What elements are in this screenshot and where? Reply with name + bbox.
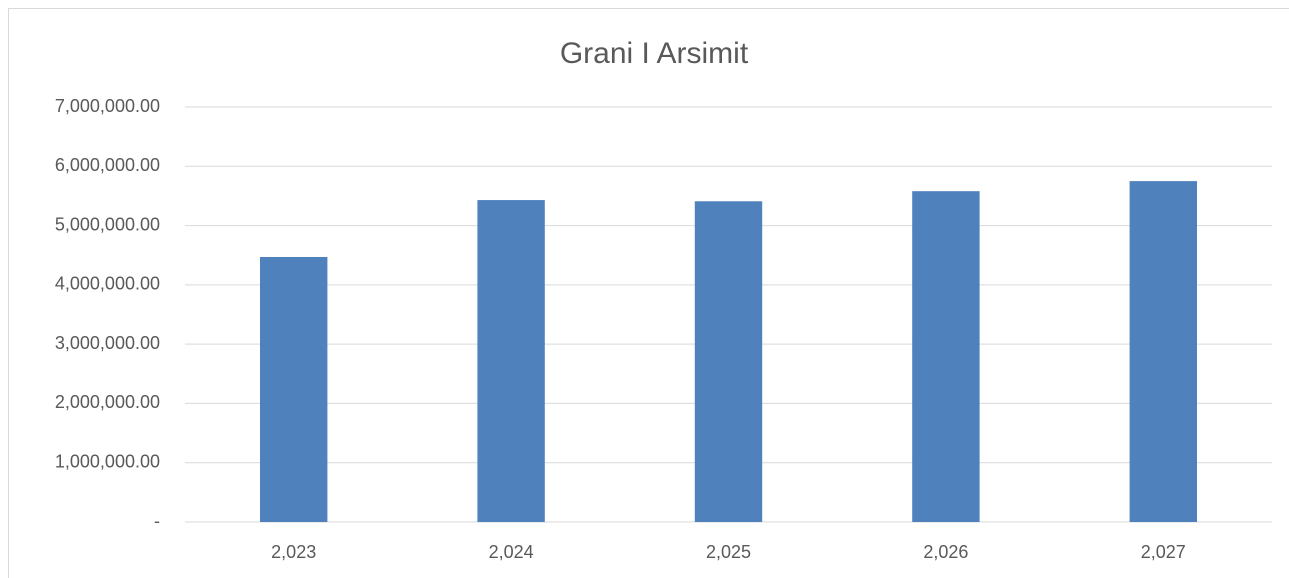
bar [260,256,328,522]
y-tick-label: 6,000,000.00 [55,155,160,175]
bar [1129,181,1197,522]
chart-frame [8,8,1289,578]
bar [477,200,545,523]
chart-title: Grani I Arsimit [560,37,749,70]
y-tick-label: 3,000,000.00 [55,333,160,353]
x-tick-label: 2,025 [706,542,751,562]
y-tick-label: 4,000,000.00 [55,274,160,294]
y-tick-label: 1,000,000.00 [55,451,160,471]
y-tick-label: 7,000,000.00 [55,96,160,116]
x-tick-label: 2,023 [271,542,316,562]
y-tick-label: - [154,511,160,531]
x-tick-label: 2,024 [489,542,534,562]
y-tick-label: 2,000,000.00 [55,392,160,412]
x-tick-label: 2,026 [923,542,968,562]
y-tick-label: 5,000,000.00 [55,214,160,234]
x-tick-label: 2,027 [1141,542,1186,562]
bar [694,201,763,522]
bar [912,191,980,522]
